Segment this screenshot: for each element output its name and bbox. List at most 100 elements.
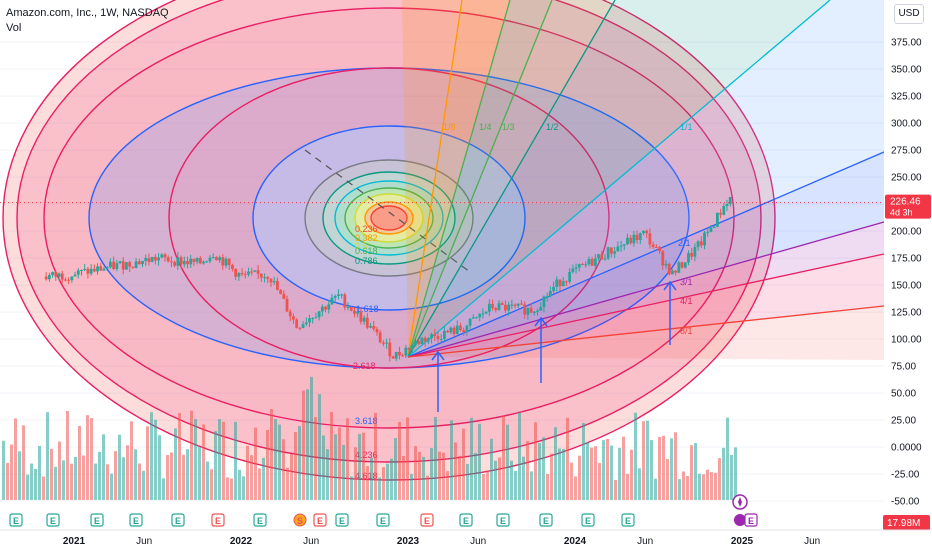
volume-bar [22, 425, 25, 500]
candle-body [516, 303, 520, 306]
candle-body [160, 254, 164, 258]
fib-circle-label: 2.618 [353, 361, 376, 371]
candle-body [545, 296, 549, 298]
candle-body [92, 268, 96, 272]
symbol-title[interactable]: Amazon.com, Inc., 1W, NASDAQ [6, 7, 169, 19]
candle-body [703, 232, 706, 246]
event-icon-glyph [738, 497, 742, 507]
candle-body [504, 304, 507, 311]
volume-bar [246, 445, 249, 500]
indicator-label[interactable]: Vol [6, 22, 22, 34]
volume-bar [422, 456, 425, 500]
candle-body [359, 311, 363, 322]
candle-body [385, 342, 388, 344]
volume-bar [26, 474, 29, 500]
volume-bar [206, 461, 209, 500]
earnings-marker [293, 513, 307, 527]
candle-body [481, 313, 485, 315]
volume-bar [462, 428, 465, 500]
candle-body [64, 279, 67, 281]
candle-body [259, 273, 263, 278]
volume-bar [594, 446, 597, 500]
volume-bar [106, 464, 109, 500]
volume-bar [658, 436, 661, 500]
candle-body [272, 281, 276, 283]
volume-bar [554, 427, 557, 500]
candle-body [253, 270, 257, 272]
candle-body [285, 298, 289, 312]
gann-fan-label: 1/4 [479, 122, 492, 132]
candle-body [349, 307, 353, 311]
volume-bar [650, 440, 653, 500]
volume-bar [642, 421, 645, 500]
price-tick-label: 350.00 [891, 65, 922, 76]
volume-bar [518, 412, 521, 500]
candle-body [581, 264, 584, 266]
volume-bar [82, 455, 85, 500]
candle-body [690, 253, 694, 257]
last-price-badge [885, 194, 931, 219]
volume-bar [58, 441, 61, 500]
earnings-marker-label: E [215, 516, 221, 526]
volume-bar [162, 478, 165, 500]
volume-bar [722, 447, 725, 500]
volume-bar [430, 448, 433, 500]
candle-body [398, 351, 401, 356]
candle-body [308, 318, 311, 323]
earnings-marker-label: S [297, 516, 303, 526]
candle-body [378, 332, 382, 343]
time-tick-label: Jun [136, 536, 152, 547]
candle-body [484, 311, 488, 314]
price-tick-label: 325.00 [891, 92, 922, 103]
earnings-marker [376, 513, 390, 527]
candle-body [449, 327, 453, 333]
time-tick-label: Jun [470, 536, 486, 547]
volume-bar [538, 443, 541, 500]
candle-body [150, 256, 154, 262]
volume-bar [126, 445, 129, 500]
candle-body [250, 271, 254, 273]
candle-body [520, 303, 523, 305]
fib-circle-trendline [304, 149, 471, 273]
candle-body [298, 327, 302, 329]
volume-bar [662, 435, 665, 500]
volume-bar [98, 451, 101, 500]
candle-body [452, 327, 456, 335]
candle-body [324, 306, 327, 310]
candle-body [626, 237, 629, 245]
fib-circle-label: 0.5 [355, 241, 368, 251]
volume-bar [510, 460, 513, 500]
volume-bar [250, 455, 253, 500]
volume-bar [450, 420, 453, 500]
volume-bar [374, 412, 377, 500]
candle-body [680, 262, 684, 268]
candle-body [687, 253, 690, 263]
candle-body [211, 257, 215, 259]
candle-body [96, 266, 99, 272]
volume-bar [690, 445, 693, 500]
candle-body [606, 247, 610, 259]
candle-body [170, 261, 173, 263]
earnings-marker-label: E [500, 516, 506, 526]
candle-body [340, 294, 344, 296]
volume-bar [254, 427, 257, 500]
currency-button[interactable]: USD [894, 4, 924, 24]
candle-body [712, 226, 716, 228]
last-price-value: 226.46 [890, 197, 921, 208]
volume-value: 17.98M [887, 518, 920, 529]
candle-body [674, 270, 678, 273]
fib-circle-label: 0.382 [355, 233, 378, 243]
volume-bar [226, 477, 229, 500]
volume-bar [570, 462, 573, 500]
candle-body [391, 356, 395, 359]
fib-circle [370, 205, 408, 231]
volume-bar [542, 437, 545, 500]
candle-body [189, 258, 193, 265]
volume-bar [694, 443, 697, 500]
volume-bar [62, 460, 65, 500]
volume-bar [490, 438, 493, 500]
volume-bar [410, 474, 413, 500]
gann-fan-line [407, 151, 885, 358]
volume-bar [470, 417, 473, 500]
